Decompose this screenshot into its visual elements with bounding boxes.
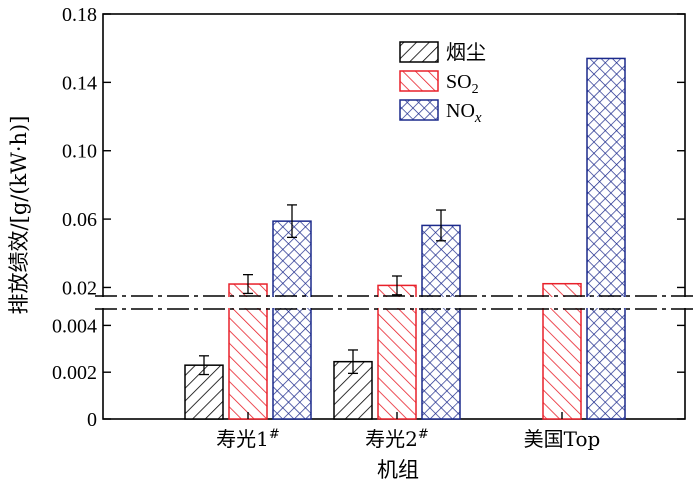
- y-tick-label: 0: [87, 409, 97, 431]
- x-category-label: 寿光1#: [216, 427, 280, 451]
- y-tick-label: 0.06: [62, 209, 97, 231]
- error-bar: [348, 349, 358, 375]
- legend-label: SO2: [446, 71, 479, 97]
- error-bar: [243, 273, 253, 295]
- legend-label: NOx: [446, 100, 482, 126]
- bar-NOx-1: [421, 224, 461, 420]
- error-bar: [436, 209, 446, 242]
- legend-label: 烟尘: [446, 41, 486, 64]
- error-bar: [392, 275, 402, 296]
- error-bar: [287, 204, 297, 239]
- legend-swatch: [399, 41, 439, 63]
- y-tick-label: 0.10: [62, 141, 97, 163]
- tick-layer: 0 0.002 0.004 0.02 0.06 0.10 0.14 0.18: [52, 4, 685, 431]
- error-bar: [199, 355, 209, 376]
- legend-swatch: [399, 70, 439, 92]
- y-axis-title: 排放绩效/[g/(kW·h)]: [7, 116, 31, 315]
- x-category-label: 寿光2#: [365, 427, 429, 451]
- bar-NOx-0: [272, 220, 312, 420]
- y-tick-label: 0.18: [62, 4, 97, 26]
- x-category-label: 美国Top: [524, 427, 601, 451]
- y-tick-label: 0.002: [52, 362, 97, 384]
- axis-break: [95, 295, 693, 310]
- y-tick-label: 0.004: [52, 315, 97, 337]
- legend-swatch: [399, 99, 439, 121]
- x-axis-title: 机组: [377, 458, 419, 482]
- bar-NOx-2: [586, 57, 626, 420]
- legend: 烟尘 SO2 NOx: [399, 41, 486, 126]
- y-tick-label: 0.14: [62, 72, 97, 94]
- y-tick-label: 0.02: [62, 277, 97, 299]
